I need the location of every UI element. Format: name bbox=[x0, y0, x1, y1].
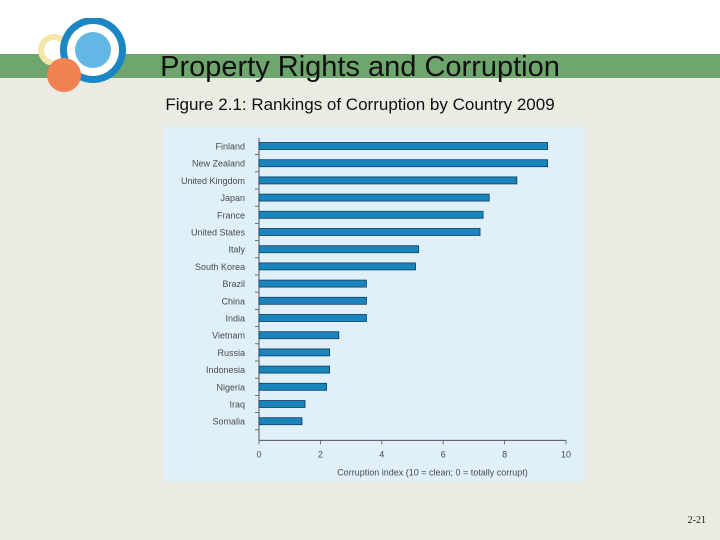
x-tick-label: 10 bbox=[561, 449, 571, 459]
x-tick-label: 4 bbox=[379, 449, 384, 459]
bar-chart: Finland New Zealand United Kingdom Japan Fra… bbox=[163, 126, 585, 482]
bar bbox=[258, 400, 306, 408]
page-number: 2-21 bbox=[687, 515, 706, 526]
category-label: France bbox=[217, 210, 245, 220]
bar bbox=[258, 279, 367, 288]
category-label: Nigeria bbox=[216, 382, 245, 392]
bar bbox=[258, 142, 548, 150]
category-label: United Kingdom bbox=[181, 176, 245, 186]
bar bbox=[258, 365, 331, 374]
category-label: Italy bbox=[228, 245, 245, 255]
x-tick-label: 8 bbox=[502, 449, 507, 459]
category-label: Japan bbox=[220, 193, 245, 203]
category-label: Russia bbox=[217, 348, 245, 358]
x-tick-label: 2 bbox=[318, 449, 323, 459]
category-label: Finland bbox=[215, 142, 245, 152]
bar bbox=[258, 296, 367, 305]
category-label: Somalia bbox=[212, 417, 245, 427]
bar bbox=[258, 176, 518, 185]
bar bbox=[258, 228, 481, 236]
category-label: China bbox=[221, 296, 245, 306]
x-axis-title: Corruption index (10 = clean; 0 = totall… bbox=[337, 467, 528, 477]
bar bbox=[258, 417, 303, 426]
slide-title-text: Property Rights and Corruption bbox=[160, 51, 560, 83]
bar bbox=[258, 314, 367, 322]
category-label: Vietnam bbox=[212, 331, 245, 341]
bar bbox=[258, 245, 420, 254]
bar bbox=[258, 348, 331, 357]
bar-chart-svg: Finland New Zealand United Kingdom Japan Fra… bbox=[181, 138, 571, 477]
x-tick-label: 0 bbox=[256, 449, 261, 459]
bar bbox=[258, 382, 327, 391]
category-label: India bbox=[225, 314, 245, 324]
bar bbox=[258, 159, 548, 168]
circles-logo-icon bbox=[38, 18, 126, 92]
bar bbox=[258, 193, 490, 202]
category-label: Indonesia bbox=[206, 365, 245, 375]
bar bbox=[258, 210, 484, 219]
category-label: Brazil bbox=[222, 279, 245, 289]
category-label: South Korea bbox=[195, 262, 245, 272]
category-label: New Zealand bbox=[192, 159, 245, 169]
figure-caption: Figure 2.1: Rankings of Corruption by Co… bbox=[165, 95, 555, 114]
category-label: United States bbox=[191, 228, 246, 238]
category-label: Iraq bbox=[229, 400, 245, 410]
x-tick-label: 6 bbox=[441, 449, 446, 459]
slide-title: Property Rights and Corruption bbox=[0, 48, 720, 86]
bar bbox=[258, 262, 416, 271]
bar bbox=[258, 331, 340, 340]
